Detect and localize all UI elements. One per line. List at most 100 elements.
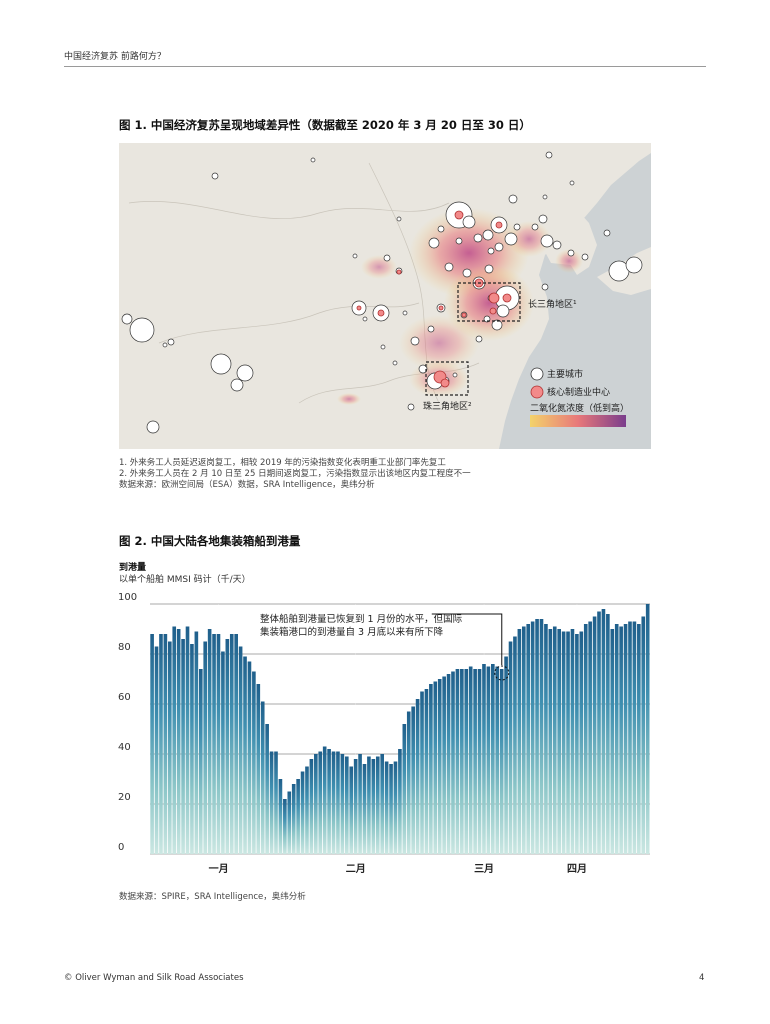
annotation-highlight [494, 665, 510, 681]
bar [561, 631, 566, 854]
bar [592, 616, 597, 854]
bar [544, 624, 548, 854]
legend-no2-label: 二氧化氮浓度（低到高） [530, 402, 629, 414]
bar [526, 624, 531, 854]
bar [406, 711, 411, 854]
y-tick-label: 0 [118, 842, 124, 853]
bar [583, 624, 588, 854]
figure1-source: 数据来源：欧洲空间局（ESA）数据，SRA Intelligence，奥纬分析 [119, 480, 375, 490]
x-tick-label: 三月 [474, 863, 494, 875]
heat-east [444, 265, 534, 341]
legend-no2-gradient [530, 415, 626, 427]
x-tick-label: 四月 [567, 863, 587, 875]
bar [451, 671, 455, 854]
bar [588, 621, 592, 854]
bar [154, 646, 159, 854]
y-tick-label: 20 [118, 792, 131, 803]
bar [402, 724, 407, 854]
chart-annotation-line-1: 整体船舶到港量已恢复到 1 月份的水平，但国际 [260, 613, 463, 625]
bar [437, 679, 442, 854]
bar [442, 676, 446, 854]
bar [393, 761, 398, 854]
bar [203, 641, 208, 854]
annotation-leader [431, 613, 503, 665]
bar [327, 749, 331, 854]
legend-manufacturing-icon [530, 385, 544, 399]
bar [632, 621, 637, 854]
x-tick-label: 一月 [209, 863, 229, 875]
china-no2-map: 长三角地区¹ 珠三角地区² 主要城市 核心制造业中心 二氧化氮浓度（低到高） [119, 143, 651, 449]
bar [221, 651, 225, 854]
bar [172, 626, 177, 854]
bar [446, 674, 451, 854]
bar [606, 614, 610, 854]
bar [477, 669, 482, 854]
bar [159, 634, 163, 854]
bar [570, 629, 575, 854]
taiwan-land [489, 351, 501, 377]
yangtze-delta-box [457, 282, 521, 322]
bar [358, 754, 362, 854]
bar [278, 779, 283, 854]
bar [331, 751, 336, 854]
bar [610, 629, 615, 854]
bar [619, 626, 623, 854]
bar [375, 756, 380, 854]
bar [168, 641, 172, 854]
hainan-land [407, 393, 419, 407]
bar [265, 724, 269, 854]
bar [150, 634, 154, 854]
chart-annotation-line-2: 集装箱港口的到港量自 3 月底以来有所下降 [260, 626, 444, 638]
bar [247, 661, 252, 854]
bar [645, 604, 650, 854]
y-tick-label: 100 [118, 592, 137, 603]
bar [455, 669, 460, 854]
bar [256, 684, 261, 854]
bar [190, 644, 194, 854]
bar [296, 779, 300, 854]
bar [291, 784, 296, 854]
bar [229, 634, 234, 854]
bar [176, 629, 181, 854]
bar [552, 626, 557, 854]
bar [411, 706, 415, 854]
bar [504, 656, 508, 854]
bar [597, 611, 601, 854]
pearl-delta-label: 珠三角地区² [423, 400, 472, 412]
container-arrivals-chart: 0 20 40 60 80 100 一月 二月 三月 四月 整体船舶到港量已恢复到 1 月份的水… [118, 592, 650, 875]
bar [420, 691, 424, 854]
bar [212, 634, 216, 854]
manufacturing-hub-markers [356, 210, 512, 388]
bar [252, 671, 256, 854]
bar [336, 751, 340, 854]
bar [207, 629, 212, 854]
bar [601, 609, 606, 854]
bar [548, 629, 553, 854]
bar [371, 759, 376, 854]
bar [287, 791, 292, 854]
bar [517, 629, 522, 854]
bar [194, 631, 199, 854]
bar [464, 669, 469, 854]
figure1-note-1: 1. 外来务工人员延迟返岗复工，相较 2019 年的污染指数变化表明重工业部门率… [119, 458, 446, 468]
bar [557, 629, 561, 854]
heat-korea [555, 249, 583, 273]
bar [628, 621, 632, 854]
bar [234, 634, 238, 854]
pearl-delta-box [425, 361, 469, 396]
bar [322, 746, 327, 854]
bar [521, 626, 526, 854]
header-title: 中国经济复苏 前路何方？ [64, 52, 166, 62]
bar [566, 631, 570, 854]
bar [274, 751, 278, 854]
bar [181, 639, 185, 854]
bar [486, 666, 491, 854]
bar [380, 754, 385, 854]
bar [269, 751, 274, 854]
legend-manufacturing-label: 核心制造业中心 [547, 386, 610, 398]
chart-ylabel-bold: 到港量 [119, 563, 147, 573]
bar [575, 634, 579, 854]
bar [238, 646, 243, 854]
figure2-title: 图 2. 中国大陆各地集装箱船到港量 [119, 534, 301, 548]
bar [491, 664, 495, 854]
